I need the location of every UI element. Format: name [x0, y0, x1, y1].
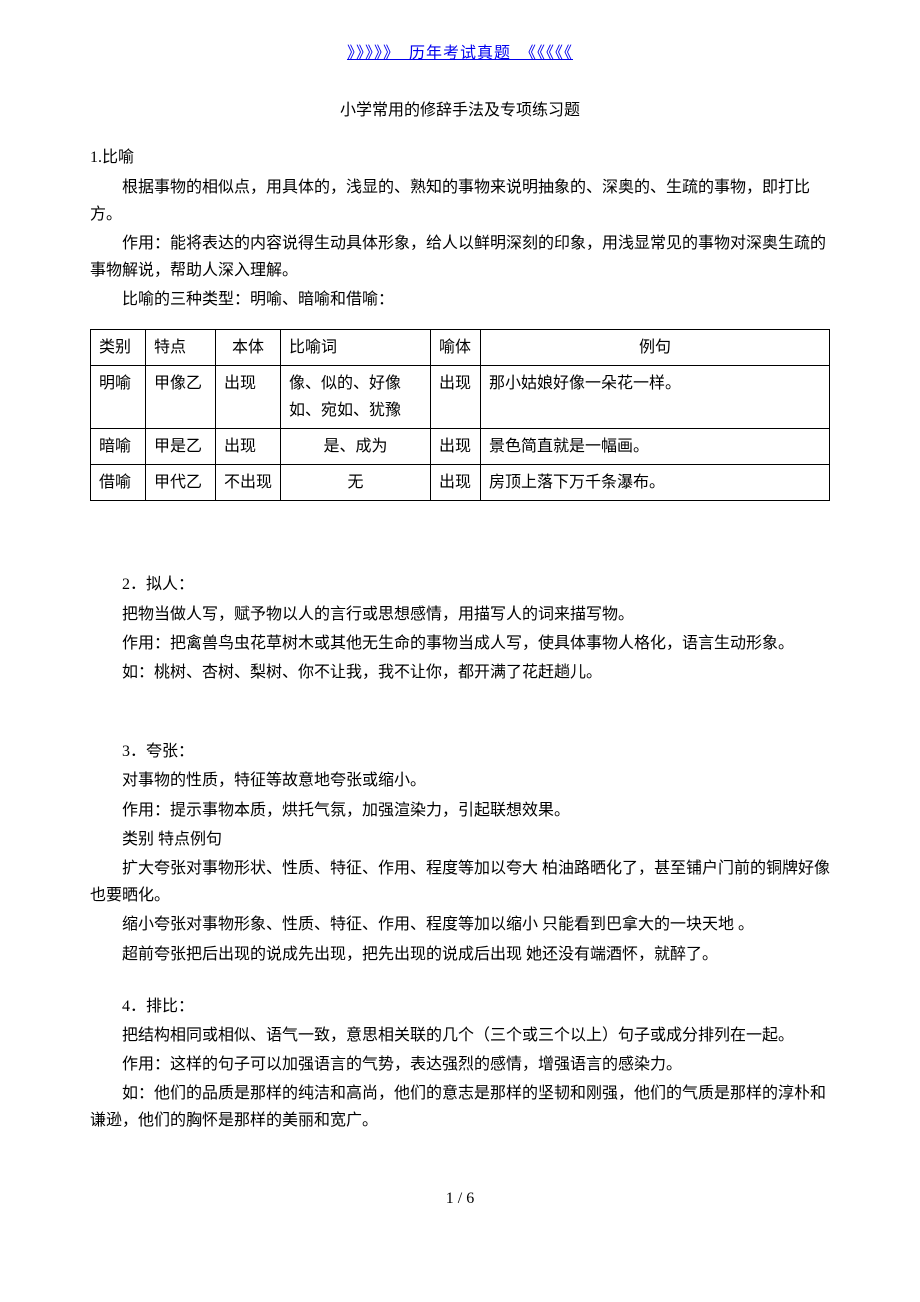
biyu-table: 类别 特点 本体 比喻词 喻体 例句 明喻 甲像乙 出现 像、似的、好像如、宛如…	[90, 329, 830, 502]
table-row: 借喻 甲代乙 不出现 无 出现 房顶上落下万千条瀑布。	[91, 465, 830, 501]
table-cell: 明喻	[91, 365, 146, 428]
table-cell: 出现	[431, 365, 481, 428]
section-3-p4: 扩大夸张对事物形状、性质、特征、作用、程度等加以夸大 柏油路晒化了，甚至铺户门前…	[90, 855, 830, 909]
table-header-cell: 喻体	[431, 329, 481, 365]
table-header-cell: 比喻词	[281, 329, 431, 365]
table-cell: 暗喻	[91, 429, 146, 465]
page-title: 小学常用的修辞手法及专项练习题	[90, 97, 830, 124]
table-header-cell: 类别	[91, 329, 146, 365]
section-3-p6: 超前夸张把后出现的说成先出现，把先出现的说成后出现 她还没有端酒怀，就醉了。	[90, 941, 830, 968]
header-link[interactable]: 》》》》》_历年考试真题_《《《《《	[90, 40, 830, 67]
section-2-p3: 如：桃树、杏树、梨树、你不让我，我不让你，都开满了花赶趟儿。	[90, 659, 830, 686]
section-3-num: 3．夸张：	[90, 738, 830, 765]
table-cell: 不出现	[216, 465, 281, 501]
table-cell: 景色简直就是一幅画。	[481, 429, 830, 465]
table-cell: 借喻	[91, 465, 146, 501]
table-cell: 甲代乙	[146, 465, 216, 501]
table-row: 明喻 甲像乙 出现 像、似的、好像如、宛如、犹豫 出现 那小姑娘好像一朵花一样。	[91, 365, 830, 428]
page-footer: 1 / 6	[90, 1185, 830, 1212]
section-2: 2．拟人： 把物当做人写，赋予物以人的言行或思想感情，用描写人的词来描写物。 作…	[90, 571, 830, 686]
table-header-row: 类别 特点 本体 比喻词 喻体 例句	[91, 329, 830, 365]
section-1-p2: 作用：能将表达的内容说得生动具体形象，给人以鲜明深刻的印象，用浅显常见的事物对深…	[90, 230, 830, 284]
section-3-p1: 对事物的性质，特征等故意地夸张或缩小。	[90, 767, 830, 794]
table-header-cell: 本体	[216, 329, 281, 365]
table-cell: 出现	[216, 429, 281, 465]
section-1-num: 1.比喻	[90, 144, 830, 171]
section-2-num: 2．拟人：	[90, 571, 830, 598]
table-cell: 出现	[216, 365, 281, 428]
table-cell: 甲像乙	[146, 365, 216, 428]
table-cell: 像、似的、好像如、宛如、犹豫	[281, 365, 431, 428]
section-4: 4．排比： 把结构相同或相似、语气一致，意思相关联的几个（三个或三个以上）句子或…	[90, 993, 830, 1135]
section-3: 3．夸张： 对事物的性质，特征等故意地夸张或缩小。 作用：提示事物本质，烘托气氛…	[90, 738, 830, 968]
section-4-p3: 如：他们的品质是那样的纯洁和高尚，他们的意志是那样的坚韧和刚强，他们的气质是那样…	[90, 1080, 830, 1134]
section-1: 1.比喻 根据事物的相似点，用具体的，浅显的、熟知的事物来说明抽象的、深奥的、生…	[90, 144, 830, 313]
table-cell: 出现	[431, 465, 481, 501]
table-cell: 是、成为	[281, 429, 431, 465]
section-2-p2: 作用：把禽兽鸟虫花草树木或其他无生命的事物当成人写，使具体事物人格化，语言生动形…	[90, 630, 830, 657]
section-1-p3: 比喻的三种类型：明喻、暗喻和借喻：	[90, 286, 830, 313]
table-cell: 那小姑娘好像一朵花一样。	[481, 365, 830, 428]
table-row: 暗喻 甲是乙 出现 是、成为 出现 景色简直就是一幅画。	[91, 429, 830, 465]
section-2-p1: 把物当做人写，赋予物以人的言行或思想感情，用描写人的词来描写物。	[90, 601, 830, 628]
section-4-p2: 作用：这样的句子可以加强语言的气势，表达强烈的感情，增强语言的感染力。	[90, 1051, 830, 1078]
section-3-p3: 类别 特点例句	[90, 826, 830, 853]
table-cell: 出现	[431, 429, 481, 465]
table-header-cell: 例句	[481, 329, 830, 365]
table-header-cell: 特点	[146, 329, 216, 365]
section-1-p1: 根据事物的相似点，用具体的，浅显的、熟知的事物来说明抽象的、深奥的、生疏的事物，…	[90, 174, 830, 228]
table-cell: 房顶上落下万千条瀑布。	[481, 465, 830, 501]
table-cell: 无	[281, 465, 431, 501]
section-3-p2: 作用：提示事物本质，烘托气氛，加强渲染力，引起联想效果。	[90, 797, 830, 824]
table-cell: 甲是乙	[146, 429, 216, 465]
section-4-p1: 把结构相同或相似、语气一致，意思相关联的几个（三个或三个以上）句子或成分排列在一…	[90, 1022, 830, 1049]
section-3-p5: 缩小夸张对事物形象、性质、特征、作用、程度等加以缩小 只能看到巴拿大的一块天地 …	[90, 911, 830, 938]
section-4-num: 4．排比：	[90, 993, 830, 1020]
